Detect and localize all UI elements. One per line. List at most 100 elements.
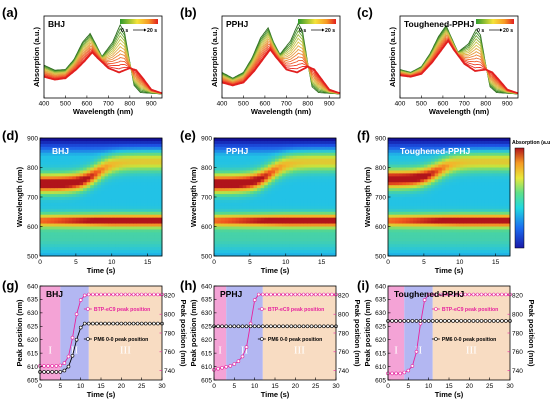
heatmap-cell <box>47 223 52 227</box>
heatmap-cell <box>239 241 244 245</box>
heatmap-cell <box>97 232 102 236</box>
heatmap-cell <box>318 208 323 213</box>
heatmap-cell <box>477 211 482 216</box>
heatmap-cell <box>235 140 240 145</box>
x-tick-label: 700 <box>103 101 114 108</box>
heatmap-cell <box>328 223 333 227</box>
heatmap-cell <box>90 138 95 142</box>
heatmap-cell <box>108 191 113 195</box>
y-tick-label: 630 <box>27 310 38 317</box>
heatmap-cell <box>129 226 134 230</box>
heatmap-cell <box>246 244 251 248</box>
heatmap-cell <box>83 247 88 251</box>
heatmap-cell <box>111 194 116 198</box>
heatmap-cell <box>289 229 294 233</box>
heatmap-cell <box>239 149 244 154</box>
heatmap-cell <box>147 191 152 195</box>
heatmap-cell <box>405 214 410 219</box>
heatmap-cell <box>72 176 77 180</box>
data-point <box>289 324 294 329</box>
heatmap-cell <box>325 226 330 230</box>
heatmap-cell <box>282 223 287 227</box>
heatmap-cell <box>477 220 482 224</box>
heatmap-cell <box>43 199 48 204</box>
heatmap-cell <box>456 253 461 257</box>
heatmap-cell <box>434 194 439 198</box>
x-tick-label: 0 <box>386 383 390 390</box>
heatmap-cell <box>466 241 471 245</box>
heatmap-cell <box>492 226 497 230</box>
heatmap-cell <box>438 238 443 242</box>
heatmap-cell <box>398 229 403 233</box>
heatmap-cell <box>502 167 507 171</box>
heatmap-cell <box>456 185 461 189</box>
heatmap-cell <box>314 202 319 207</box>
heatmap-cell <box>242 158 247 162</box>
heatmap-cell <box>321 194 326 198</box>
y-tick-label: 625 <box>201 324 212 331</box>
heatmap-cell <box>275 247 279 251</box>
y-axis-label: Wavelength (nm) <box>15 166 24 227</box>
heatmap-cell <box>104 138 109 142</box>
heatmap-cell <box>427 155 432 160</box>
heatmap-cell <box>405 182 410 186</box>
heatmap-cell <box>54 188 59 192</box>
heatmap-cell <box>492 220 497 224</box>
heatmap-cell <box>54 152 59 157</box>
heatmap-cell <box>427 202 432 207</box>
heatmap-cell <box>271 182 276 186</box>
heatmap-cell <box>126 170 131 174</box>
heatmap-cell <box>75 229 80 233</box>
heatmap-cell <box>307 247 312 251</box>
heatmap-cell <box>402 161 407 165</box>
heatmap-cell <box>47 152 52 157</box>
heatmap-cell <box>420 155 425 160</box>
heatmap-cell <box>224 235 229 239</box>
heatmap-cell <box>93 179 98 183</box>
heatmap-cell <box>104 238 109 242</box>
heatmap-cell <box>239 244 244 248</box>
heatmap-cell <box>214 199 218 204</box>
heatmap-cell <box>228 143 233 148</box>
heatmap-cell <box>214 250 218 254</box>
heatmap-cell <box>395 158 400 162</box>
heatmap-cell <box>40 232 44 236</box>
heatmap-cell <box>136 173 141 177</box>
heatmap-cell <box>246 229 251 233</box>
data-point <box>78 325 83 330</box>
heatmap-cell <box>221 244 226 248</box>
heatmap-cell <box>108 140 113 145</box>
heatmap-cell <box>228 176 233 180</box>
heatmap-cell <box>499 143 504 148</box>
heatmap-cell <box>104 149 109 154</box>
heatmap-cell <box>484 140 489 145</box>
heatmap-cell <box>57 223 62 227</box>
heatmap-cell <box>484 247 489 251</box>
heatmap-cell <box>133 241 138 245</box>
heatmap-cell <box>499 247 504 251</box>
heatmap-cell <box>231 217 236 221</box>
heatmap-cell <box>144 250 149 254</box>
heatmap-cell <box>307 155 312 160</box>
heatmap-cell <box>86 149 91 154</box>
heatmap-cell <box>388 197 392 201</box>
heatmap-cell <box>492 143 497 148</box>
heatmap-cell <box>398 205 403 210</box>
heatmap-cell <box>296 208 301 213</box>
heatmap-cell <box>118 197 123 201</box>
heatmap-cell <box>97 170 102 174</box>
heatmap-cell <box>40 217 44 221</box>
heatmap-cell <box>239 138 244 142</box>
heatmap-cell <box>416 164 421 168</box>
heatmap-cell <box>488 173 493 177</box>
heatmap-cell <box>221 211 226 216</box>
heatmap-cell <box>271 170 276 174</box>
heatmap-cell <box>484 188 489 192</box>
heatmap-cell <box>452 235 457 239</box>
heatmap-cell <box>445 197 450 201</box>
heatmap-cell <box>332 140 337 145</box>
heatmap-cell <box>502 179 507 183</box>
heatmap-cell <box>445 185 450 189</box>
heatmap-cell <box>278 191 283 195</box>
plot-frame <box>221 15 341 99</box>
